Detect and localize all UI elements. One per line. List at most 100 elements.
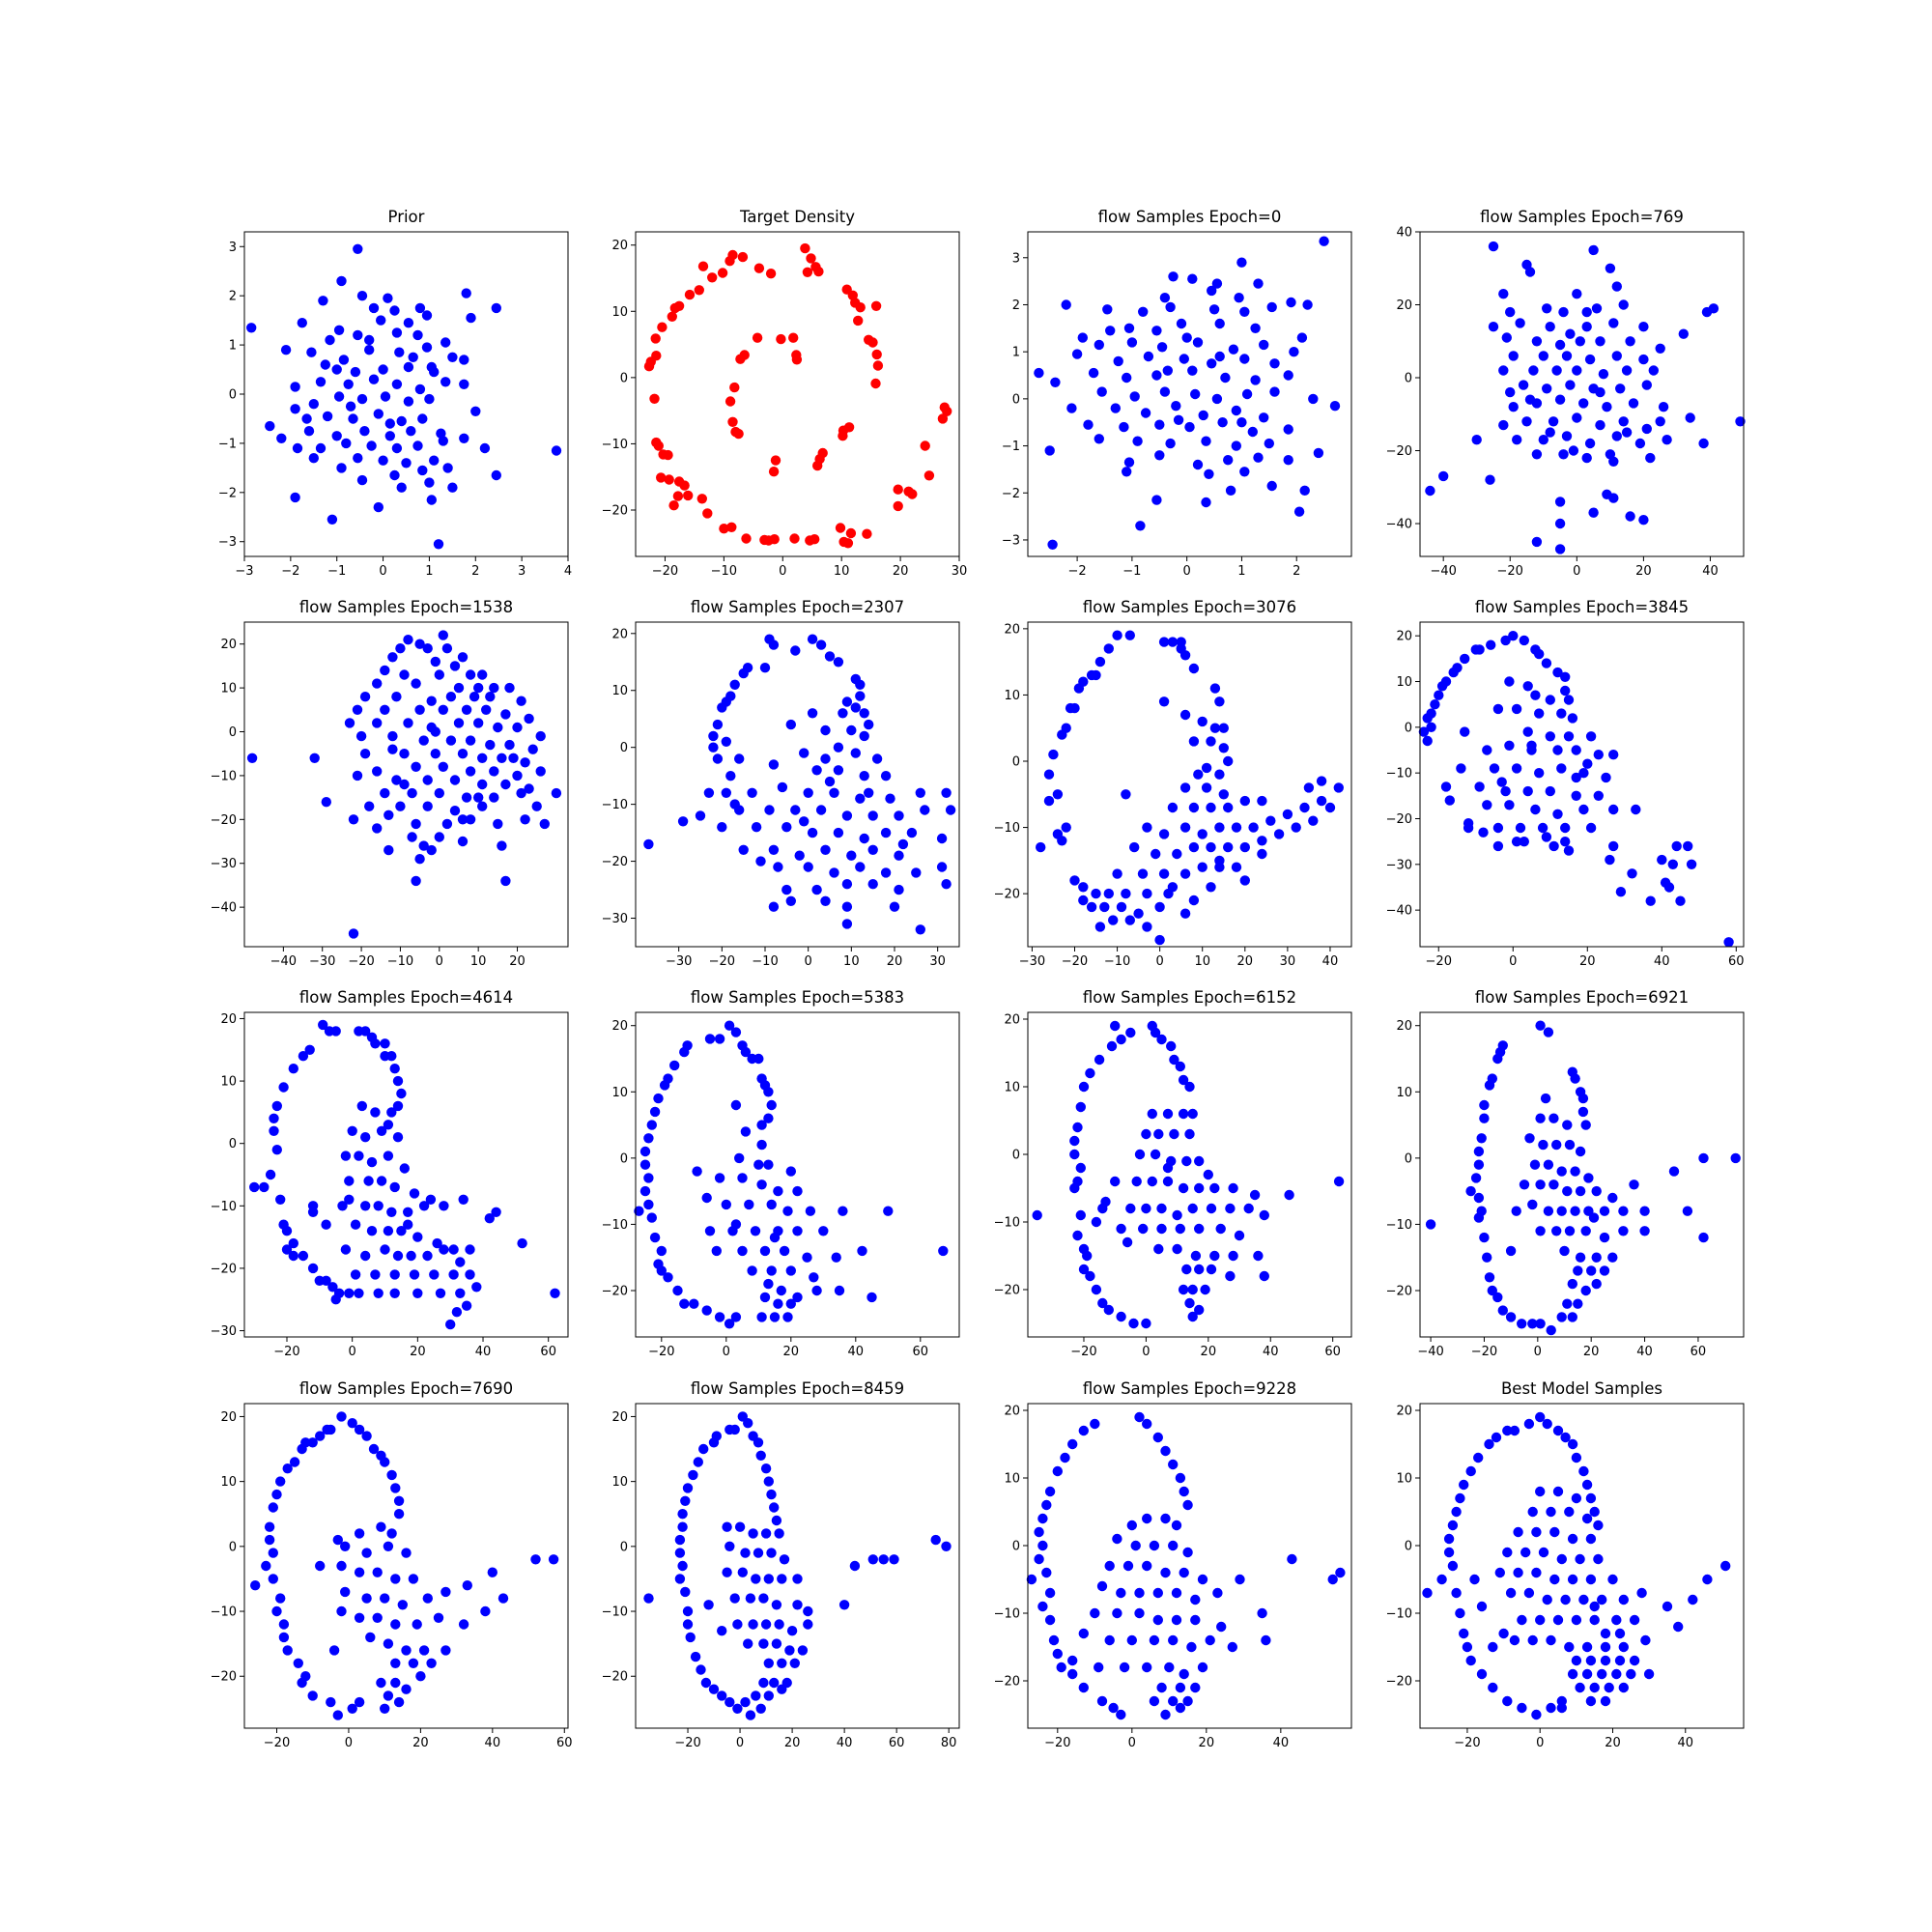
point [803,1605,813,1617]
point [785,719,796,730]
point [643,838,654,850]
point [1175,1472,1186,1484]
point [1228,1250,1238,1262]
point [712,719,724,730]
point [700,1677,712,1689]
point [465,735,476,746]
point [779,1245,790,1257]
x-tick-label: −20 [652,564,678,579]
point [473,682,484,694]
point [719,524,729,534]
point [682,1483,694,1493]
y-tick-label: −10 [602,1218,628,1233]
point [442,463,453,473]
points [1418,631,1734,948]
point [1291,822,1301,833]
point [508,753,519,763]
point [1638,322,1649,332]
point [1471,435,1482,445]
point [1436,681,1448,692]
point [859,771,869,781]
point [833,657,844,668]
x-tick-label: 60 [556,1736,573,1750]
point [1531,1567,1542,1578]
point [679,1046,690,1058]
y-tick-label: −20 [211,1262,237,1276]
subplot-title: flow Samples Epoch=769 [1480,208,1684,226]
x-tick-label: 0 [1536,1736,1544,1750]
x-tick-label: 40 [475,1345,492,1359]
point [1176,318,1187,329]
point [1094,434,1105,444]
point [1625,511,1635,522]
point [282,1645,293,1656]
point [269,1125,279,1137]
point [1100,1196,1111,1208]
point [1527,1506,1538,1518]
point [1565,328,1576,339]
x-tick-label: 60 [913,1345,929,1359]
point [372,766,383,777]
point [1534,768,1545,779]
point [871,349,882,360]
point [1122,372,1132,384]
point [766,1099,777,1111]
point [1121,888,1131,899]
point [677,1509,688,1520]
point [344,1176,355,1186]
axes-frame [1027,231,1352,557]
point [1636,1587,1647,1599]
point [340,1541,351,1552]
point [500,709,511,720]
point [1225,1270,1236,1282]
point [1257,795,1267,807]
point [807,708,818,719]
point [1515,822,1526,834]
point [1214,822,1225,833]
point [1515,318,1525,328]
point [453,682,465,694]
point [1492,840,1504,852]
point [1588,244,1599,256]
point [384,844,394,856]
point [373,409,384,419]
point [859,833,869,844]
y-tick-label: 1 [229,339,237,354]
point [1193,769,1204,780]
point [1043,769,1055,780]
point [1138,306,1149,317]
point [1052,1465,1064,1477]
point [412,1619,422,1630]
y-tick-label: 0 [620,1540,628,1554]
point [725,771,736,781]
point [307,1437,318,1448]
point [1104,1560,1115,1572]
point [1560,1594,1571,1605]
point [403,318,414,328]
point [1597,1668,1607,1680]
point [1443,1547,1455,1558]
point [401,1548,412,1558]
point [1465,1185,1476,1197]
point [677,816,689,827]
point [1218,723,1230,733]
point [340,1151,352,1161]
point [363,1176,374,1186]
point [672,1285,683,1296]
point [376,1521,386,1532]
point [1580,1285,1591,1296]
point [867,844,878,855]
point [1685,412,1695,423]
point [479,442,491,454]
point [1075,1162,1087,1174]
point [1094,1054,1105,1065]
point [806,253,816,264]
point [1593,1520,1604,1531]
point [1618,1594,1630,1605]
point [1535,1179,1546,1190]
point [1201,497,1211,508]
point [694,285,704,296]
point [1645,452,1656,464]
point [1542,1418,1552,1430]
point [1562,1298,1573,1309]
